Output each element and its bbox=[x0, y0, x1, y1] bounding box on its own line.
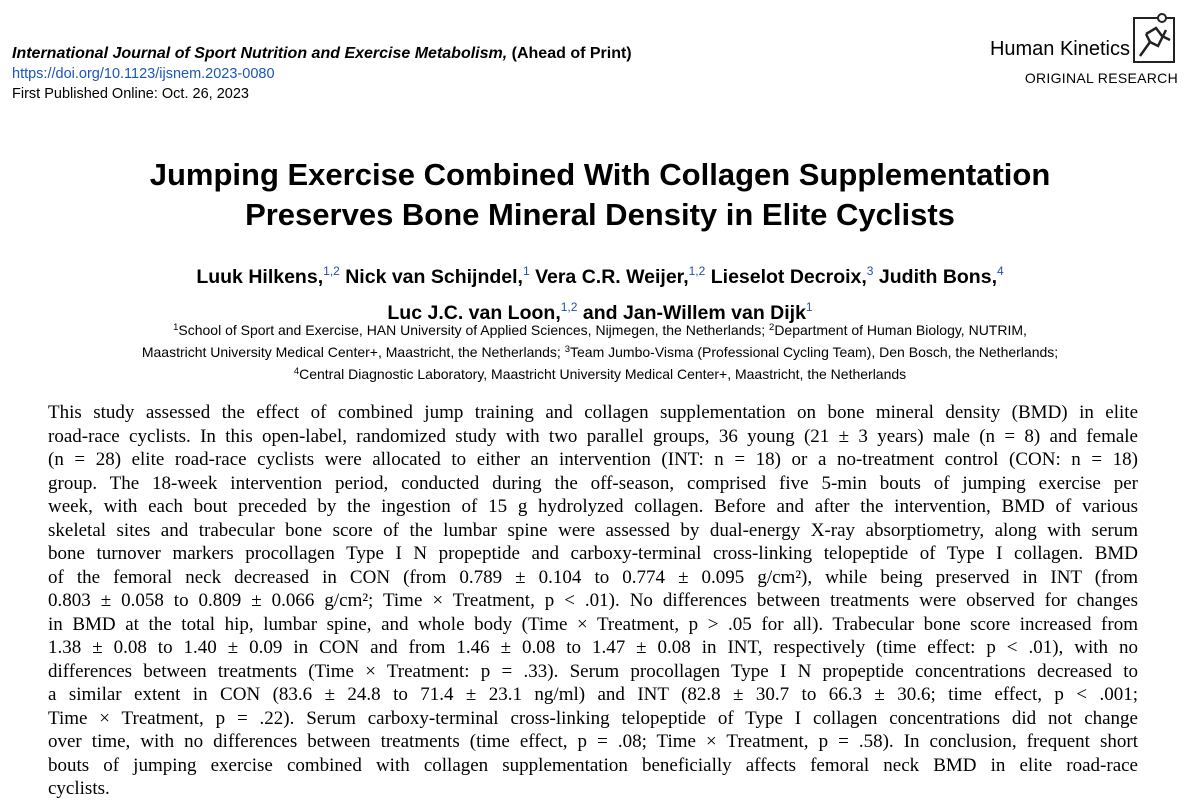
publication-date: First Published Online: Oct. 26, 2023 bbox=[12, 86, 249, 102]
abstract-line: cyclists. bbox=[48, 778, 110, 799]
abstract-line: group. The 18-week intervention period, … bbox=[48, 472, 1138, 494]
publisher-block: Human Kinetics ORIGINAL RESEARCH bbox=[918, 10, 1178, 90]
affiliation-text: School of Sport and Exercise, HAN Univer… bbox=[178, 322, 766, 338]
author-name: Vera C.R. Weijer, bbox=[535, 266, 689, 288]
human-kinetics-logo-icon bbox=[1133, 13, 1175, 63]
affiliation-text: Central Diagnostic Laboratory, Maastrich… bbox=[299, 366, 907, 382]
author-name: Judith Bons, bbox=[878, 266, 997, 288]
author-name: and Jan-Willem van Dijk bbox=[582, 302, 806, 324]
title-line: Preserves Bone Mineral Density in Elite … bbox=[245, 197, 955, 232]
author-affiliation-sup[interactable]: 1,2 bbox=[323, 264, 340, 278]
affiliation-text: Department of Human Biology, NUTRIM, bbox=[774, 322, 1027, 338]
abstract-line: (n = 28) elite road-race cyclists were a… bbox=[48, 449, 1138, 470]
abstract-line: in BMD at the total hip, lumbar spine, a… bbox=[48, 613, 1138, 635]
author-affiliation-sup[interactable]: 4 bbox=[996, 264, 1004, 278]
author-line: Luuk Hilkens,1,2 Nick van Schijndel,1 Ve… bbox=[0, 256, 1200, 292]
affiliation-sup: 3 bbox=[564, 344, 571, 355]
abstract-line: skeletal sites and trabecular bone score… bbox=[48, 519, 1138, 541]
author-name: Nick van Schijndel, bbox=[345, 266, 523, 288]
author-affiliation-sup[interactable]: 3 bbox=[866, 264, 874, 278]
abstract-line: of the femoral neck decreased in CON (fr… bbox=[48, 566, 1138, 588]
author-affiliation-sup[interactable]: 1,2 bbox=[560, 300, 578, 314]
article-title: Jumping Exercise Combined With Collagen … bbox=[0, 155, 1200, 235]
affiliation-text: Team Jumbo-Visma (Professional Cycling T… bbox=[570, 344, 1059, 360]
journal-header: International Journal of Sport Nutrition… bbox=[12, 44, 632, 104]
publisher-name: Human Kinetics bbox=[989, 38, 1130, 60]
affiliation-line: 4Central Diagnostic Laboratory, Maastric… bbox=[0, 362, 1200, 384]
author-name: Luc J.C. van Loon, bbox=[387, 302, 561, 324]
abstract-line: bone turnover markers procollagen Type I… bbox=[48, 543, 1138, 564]
title-line: Jumping Exercise Combined With Collagen … bbox=[149, 157, 1051, 192]
abstract-line: This study assessed the effect of combin… bbox=[48, 402, 1138, 423]
abstract-line: Time × Treatment, p = .22). Serum carbox… bbox=[48, 707, 1138, 729]
author-affiliation-sup[interactable]: 1 bbox=[805, 300, 813, 314]
abstract-line: 1.38 ± 0.08 to 1.40 ± 0.09 in CON and fr… bbox=[48, 637, 1138, 658]
affiliation-sup: 1 bbox=[173, 322, 179, 333]
journal-line: International Journal of Sport Nutrition… bbox=[12, 44, 632, 64]
abstract-line: differences between treatments (Time × T… bbox=[48, 660, 1138, 682]
author-line: Luc J.C. van Loon,1,2 and Jan-Willem van… bbox=[0, 292, 1200, 328]
abstract-line: bouts of jumping exercise combined with … bbox=[48, 754, 1138, 776]
doi-link[interactable]: https://doi.org/10.1123/ijsnem.2023-0080 bbox=[12, 66, 275, 82]
affiliation-line: 1School of Sport and Exercise, HAN Unive… bbox=[0, 318, 1200, 340]
article-type-label: ORIGINAL RESEARCH bbox=[1024, 70, 1178, 86]
author-name: Luuk Hilkens, bbox=[196, 266, 324, 288]
affiliation-sup: 2 bbox=[769, 322, 775, 333]
abstract-line: week, with each bout preceded by the ing… bbox=[48, 496, 1138, 517]
affiliation-sup: 4 bbox=[293, 366, 300, 377]
author-name: Lieselot Decroix, bbox=[710, 266, 867, 288]
abstract-line: road-race cyclists. In this open-label, … bbox=[48, 425, 1138, 447]
abstract-line: a similar extent in CON (83.6 ± 24.8 to … bbox=[48, 684, 1138, 705]
abstract: This study assessed the effect of combin… bbox=[48, 401, 1138, 801]
abstract-line: over time, with no differences between t… bbox=[48, 731, 1138, 752]
journal-name: International Journal of Sport Nutrition… bbox=[12, 45, 508, 62]
author-affiliation-sup[interactable]: 1,2 bbox=[688, 264, 706, 278]
publication-status: (Ahead of Print) bbox=[511, 45, 632, 62]
affiliations: 1School of Sport and Exercise, HAN Unive… bbox=[0, 318, 1200, 384]
author-affiliation-sup[interactable]: 1 bbox=[522, 264, 530, 278]
affiliation-text: Maastricht University Medical Center+, M… bbox=[141, 344, 561, 360]
abstract-line: 0.803 ± 0.058 to 0.809 ± 0.066 g/cm²; Ti… bbox=[48, 590, 1138, 611]
author-list: Luuk Hilkens,1,2 Nick van Schijndel,1 Ve… bbox=[0, 256, 1200, 328]
affiliation-line: Maastricht University Medical Center+, M… bbox=[0, 340, 1200, 362]
